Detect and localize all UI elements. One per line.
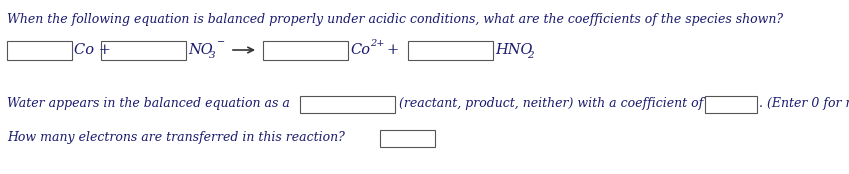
Text: 3: 3 [209,50,216,60]
Text: HNO: HNO [495,43,532,57]
Text: How many electrons are transferred in this reaction?: How many electrons are transferred in th… [7,132,345,144]
Text: Co +: Co + [74,43,111,57]
Text: Co: Co [350,43,370,57]
Text: . (Enter 0 for neither.): . (Enter 0 for neither.) [759,97,849,110]
Bar [263,41,348,60]
Bar [705,96,757,113]
Bar [300,96,395,113]
Text: Water appears in the balanced equation as a: Water appears in the balanced equation a… [7,97,290,110]
Text: NO: NO [188,43,213,57]
Text: 2: 2 [527,50,534,60]
Text: When the following equation is balanced properly under acidic conditions, what a: When the following equation is balanced … [7,13,783,26]
Text: −: − [217,38,225,48]
Text: +: + [386,43,398,57]
Text: 2+: 2+ [370,38,385,48]
Bar [101,41,186,60]
Bar [408,41,493,60]
Bar [7,41,72,60]
Bar [380,129,435,147]
Text: (reactant, product, neither) with a coefficient of: (reactant, product, neither) with a coef… [399,97,703,110]
